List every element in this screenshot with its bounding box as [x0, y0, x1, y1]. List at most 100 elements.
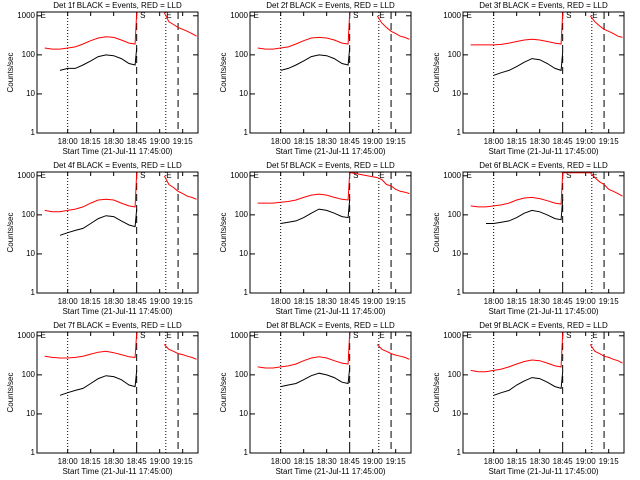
x-tick-label: 18:15	[507, 457, 528, 466]
y-tick-label: 1	[457, 288, 462, 297]
annotation: E	[166, 171, 171, 180]
annotation: E	[40, 11, 45, 20]
plot-frame	[36, 331, 199, 454]
x-tick-label: 19:15	[173, 137, 194, 146]
series-line	[44, 332, 197, 360]
annotation: S	[353, 331, 358, 340]
panel-title: Det 6f BLACK = Events, RED = LLD	[479, 161, 608, 170]
annotation: S	[566, 171, 571, 180]
panel-title: Det 9f BLACK = Events, RED = LLD	[479, 321, 608, 330]
y-axis-label: Counts/sec	[219, 372, 228, 412]
x-tick-label: 18:15	[81, 457, 102, 466]
x-axis-label: Start Time (21-Jul-11 17:45:00)	[488, 307, 598, 316]
x-tick-label: 18:00	[58, 137, 79, 146]
y-tick-label: 1	[457, 448, 462, 457]
series-line	[470, 332, 623, 373]
series-line	[59, 370, 138, 396]
x-tick-label: 19:15	[386, 297, 407, 306]
x-tick-label: 18:00	[484, 297, 505, 306]
x-tick-label: 19:15	[386, 137, 407, 146]
annotation: E	[466, 11, 471, 20]
y-tick-label: 1000	[443, 331, 461, 340]
x-tick-label: 19:00	[150, 457, 171, 466]
y-tick-label: 100	[448, 210, 462, 219]
plot-frame	[249, 11, 412, 134]
series-line	[44, 172, 197, 213]
x-tick-label: 18:30	[317, 457, 338, 466]
annotation: E	[253, 171, 258, 180]
annotation: E	[379, 11, 384, 20]
plot-frame	[462, 331, 625, 454]
series-line	[280, 199, 351, 224]
y-axis-label: Counts/sec	[432, 52, 441, 92]
panel-title: Det 5f BLACK = Events, RED = LLD	[266, 161, 395, 170]
panel-title: Det 7f BLACK = Events, RED = LLD	[53, 321, 182, 330]
panel-title: Det 3f BLACK = Events, RED = LLD	[479, 1, 608, 10]
y-tick-label: 1	[31, 448, 36, 457]
x-tick-label: 18:15	[81, 297, 102, 306]
x-tick-label: 18:30	[104, 297, 125, 306]
y-axis-label: Counts/sec	[6, 52, 15, 92]
series-line	[493, 371, 564, 396]
x-tick-label: 18:45	[127, 137, 148, 146]
plot-frame	[249, 171, 412, 294]
plot-frame	[249, 331, 412, 454]
y-tick-label: 100	[448, 50, 462, 59]
x-tick-label: 18:30	[104, 137, 125, 146]
y-tick-label: 1	[457, 128, 462, 137]
x-tick-label: 18:00	[271, 457, 292, 466]
y-tick-label: 10	[452, 249, 461, 258]
series-line	[257, 12, 410, 50]
panel-title: Det 2f BLACK = Events, RED = LLD	[266, 1, 395, 10]
series-line	[280, 367, 351, 388]
y-tick-label: 1	[244, 288, 249, 297]
x-axis-label: Start Time (21-Jul-11 17:45:00)	[62, 147, 172, 156]
x-tick-label: 18:00	[484, 137, 505, 146]
x-tick-label: 18:00	[484, 457, 505, 466]
panel-title: Det 1f BLACK = Events, RED = LLD	[53, 1, 182, 10]
y-tick-label: 1	[244, 448, 249, 457]
y-tick-label: 10	[452, 89, 461, 98]
annotation: E	[379, 331, 384, 340]
x-axis-label: Start Time (21-Jul-11 17:45:00)	[488, 467, 598, 476]
x-tick-label: 18:45	[553, 297, 574, 306]
x-tick-label: 19:00	[576, 137, 597, 146]
x-tick-label: 19:00	[363, 297, 384, 306]
panel-title: Det 4f BLACK = Events, RED = LLD	[53, 161, 182, 170]
annotation: E	[592, 331, 597, 340]
x-tick-label: 18:15	[294, 457, 315, 466]
plot-frame	[462, 11, 625, 134]
y-tick-label: 100	[22, 370, 36, 379]
annotation: E	[466, 171, 471, 180]
series-line	[257, 172, 410, 204]
x-tick-label: 19:00	[576, 297, 597, 306]
x-tick-label: 18:45	[127, 457, 148, 466]
annotation: E	[592, 171, 597, 180]
y-tick-label: 1000	[17, 171, 35, 180]
x-tick-label: 19:15	[599, 297, 620, 306]
x-tick-label: 18:00	[58, 457, 79, 466]
x-tick-label: 18:30	[317, 297, 338, 306]
series-line	[486, 199, 564, 224]
annotation: S	[566, 11, 571, 20]
annotation: E	[40, 331, 45, 340]
annotation: S	[353, 171, 358, 180]
y-tick-label: 100	[235, 50, 249, 59]
panel-title: Det 8f BLACK = Events, RED = LLD	[266, 321, 395, 330]
y-tick-label: 10	[26, 89, 35, 98]
annotation: E	[379, 171, 384, 180]
y-tick-label: 100	[235, 210, 249, 219]
y-tick-label: 1	[31, 288, 36, 297]
x-tick-label: 19:15	[599, 137, 620, 146]
x-axis-label: Start Time (21-Jul-11 17:45:00)	[488, 147, 598, 156]
y-tick-label: 10	[26, 409, 35, 418]
x-tick-label: 18:45	[553, 457, 574, 466]
x-tick-label: 19:00	[576, 457, 597, 466]
series-line	[59, 209, 138, 236]
x-tick-label: 19:00	[363, 457, 384, 466]
x-tick-label: 18:00	[58, 297, 79, 306]
annotation: E	[40, 171, 45, 180]
x-tick-label: 19:00	[363, 137, 384, 146]
annotation: S	[140, 331, 145, 340]
x-tick-label: 18:45	[127, 297, 148, 306]
